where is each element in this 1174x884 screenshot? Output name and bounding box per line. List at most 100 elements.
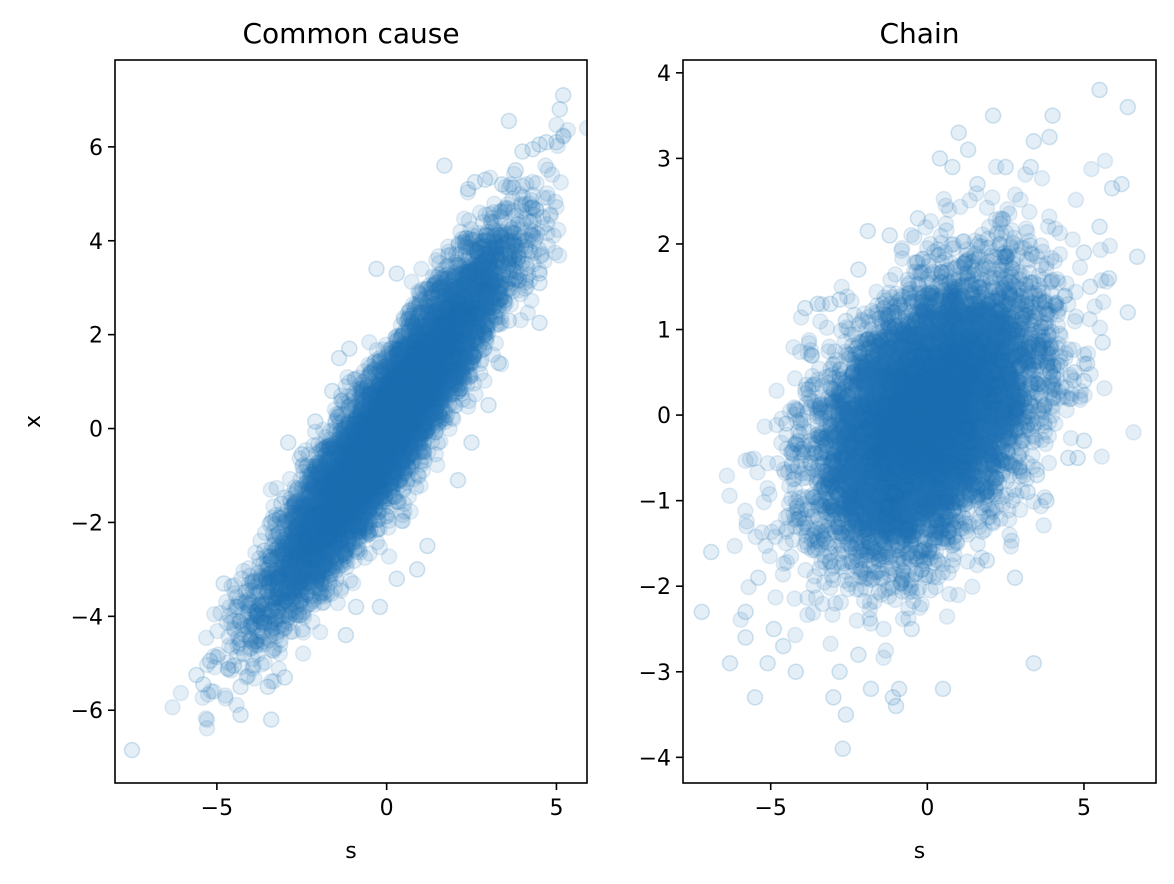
data-point — [344, 430, 362, 448]
data-point — [424, 355, 442, 373]
data-point — [432, 323, 450, 340]
data-point — [394, 426, 412, 444]
data-point — [356, 459, 373, 476]
data-point — [485, 288, 503, 306]
data-point — [260, 615, 277, 632]
data-point — [285, 550, 303, 568]
data-point — [441, 371, 459, 388]
data-point — [442, 330, 460, 348]
data-point — [345, 421, 363, 438]
data-point — [397, 350, 415, 367]
data-point — [445, 323, 463, 341]
data-point — [406, 358, 423, 376]
data-point — [463, 353, 480, 371]
data-point — [288, 607, 305, 624]
data-point — [394, 466, 412, 484]
data-point — [302, 511, 319, 528]
data-point — [389, 431, 407, 448]
data-point — [362, 489, 380, 507]
data-point — [438, 333, 456, 351]
data-point — [312, 572, 329, 589]
data-point — [334, 471, 352, 488]
data-point — [354, 450, 372, 467]
data-point — [441, 315, 459, 332]
data-point — [250, 596, 268, 614]
data-point — [373, 385, 391, 403]
data-point — [379, 380, 397, 398]
data-point — [327, 479, 344, 496]
data-point — [327, 459, 344, 477]
data-point — [307, 504, 324, 521]
data-point — [424, 308, 442, 325]
data-point — [333, 468, 350, 486]
data-point — [347, 370, 364, 388]
data-point — [329, 512, 346, 529]
data-point — [410, 467, 427, 485]
data-point — [471, 292, 488, 310]
data-point — [324, 534, 342, 552]
data-point — [325, 481, 342, 499]
data-point — [296, 507, 313, 525]
common-cause-points — [123, 86, 587, 759]
data-point — [486, 250, 503, 267]
data-point — [416, 381, 434, 398]
data-point — [470, 256, 487, 273]
data-point — [422, 345, 439, 362]
data-point — [437, 354, 454, 371]
data-point — [382, 378, 400, 396]
data-point — [455, 367, 472, 385]
data-point — [362, 438, 380, 455]
data-point — [355, 445, 373, 463]
data-point — [382, 340, 400, 357]
data-point — [428, 456, 446, 474]
data-point — [401, 364, 418, 381]
data-point — [285, 548, 302, 566]
data-point — [344, 456, 362, 473]
data-point — [411, 305, 429, 322]
data-point — [424, 284, 442, 302]
data-point — [164, 698, 181, 716]
data-point — [407, 366, 424, 384]
data-point — [395, 394, 412, 412]
data-point — [343, 499, 361, 516]
data-point — [427, 380, 444, 398]
data-point — [428, 378, 446, 395]
data-point — [354, 412, 371, 429]
data-point — [381, 442, 398, 460]
data-point — [371, 386, 388, 404]
data-point — [360, 429, 377, 447]
data-point — [426, 363, 443, 381]
data-point — [315, 588, 333, 605]
data-point — [384, 463, 401, 480]
data-point — [263, 673, 280, 690]
data-point — [340, 398, 357, 416]
data-point — [302, 543, 319, 561]
data-point — [361, 427, 378, 444]
data-point — [377, 425, 395, 442]
data-point — [280, 555, 297, 572]
data-point — [439, 316, 456, 334]
data-point — [404, 350, 421, 368]
data-point — [389, 413, 407, 431]
data-point — [397, 397, 415, 415]
data-point — [297, 486, 315, 503]
data-point — [280, 597, 297, 615]
data-point — [456, 268, 473, 286]
data-point — [439, 356, 457, 373]
data-point — [289, 540, 306, 558]
data-point — [396, 380, 413, 398]
data-point — [338, 506, 355, 524]
data-point — [365, 480, 383, 497]
data-point — [375, 467, 392, 485]
data-point — [335, 494, 353, 511]
data-point — [417, 411, 435, 429]
data-point — [360, 437, 377, 454]
data-point — [421, 375, 439, 392]
data-point — [369, 423, 387, 440]
data-point — [389, 417, 406, 434]
data-point — [414, 462, 431, 480]
data-point — [314, 494, 331, 511]
data-point — [315, 483, 332, 500]
data-point — [313, 523, 330, 540]
data-point — [316, 534, 334, 552]
